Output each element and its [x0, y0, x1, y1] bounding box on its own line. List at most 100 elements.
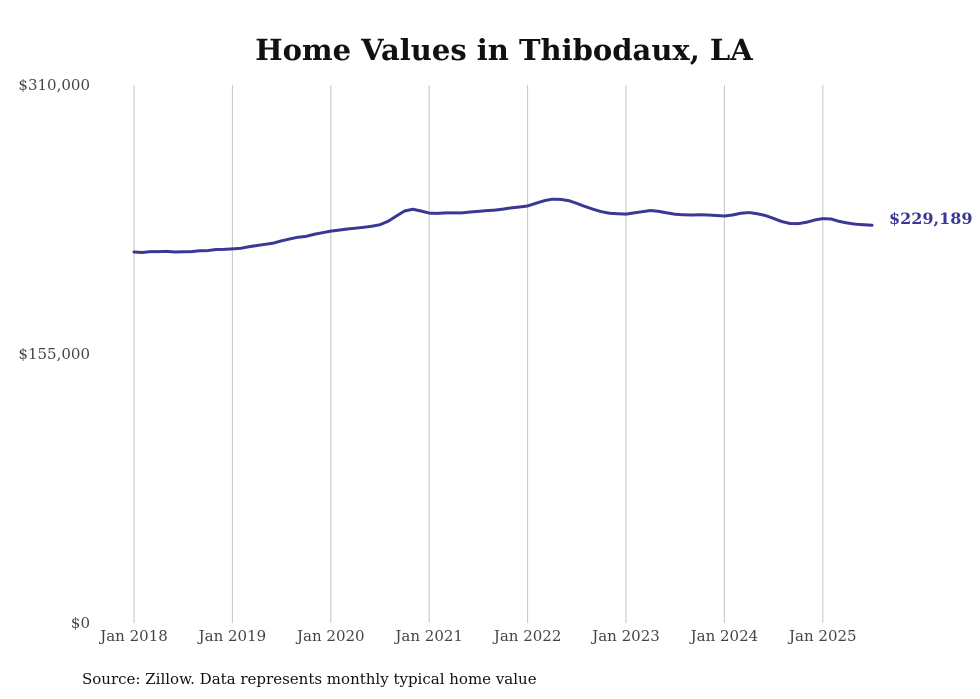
data-point [600, 210, 603, 213]
data-point [666, 211, 669, 214]
data-point [370, 225, 373, 228]
data-point [362, 226, 365, 229]
data-point [379, 223, 382, 226]
data-point [174, 250, 177, 253]
data-point [748, 211, 751, 214]
data-point [403, 210, 406, 213]
data-point [247, 245, 250, 248]
data-point [272, 242, 275, 245]
x-tick-label: Jan 2023 [590, 627, 660, 645]
x-tick-label: Jan 2018 [98, 627, 168, 645]
data-point [182, 250, 185, 253]
data-point [493, 209, 496, 212]
data-point [354, 227, 357, 230]
data-point [411, 208, 414, 211]
data-point [485, 209, 488, 212]
data-point [395, 215, 398, 218]
data-point [428, 212, 431, 215]
data-point [157, 250, 160, 253]
data-point [854, 223, 857, 226]
x-tick-label: Jan 2020 [295, 627, 365, 645]
data-point [821, 217, 824, 220]
data-point [329, 230, 332, 233]
data-point [502, 208, 505, 211]
data-point [592, 208, 595, 211]
data-point [871, 224, 874, 227]
data-point [813, 219, 816, 222]
data-point [338, 229, 341, 232]
data-point [698, 213, 701, 216]
data-point [707, 213, 710, 216]
data-point [165, 250, 168, 253]
data-point [133, 250, 136, 253]
data-point [674, 213, 677, 216]
data-point [346, 228, 349, 231]
y-tick-label: $310,000 [18, 76, 90, 94]
data-point [206, 249, 209, 252]
x-tick-label: Jan 2024 [689, 627, 759, 645]
data-point [641, 210, 644, 213]
series-line-home-value [132, 197, 874, 254]
data-point [739, 212, 742, 215]
data-point [436, 212, 439, 215]
data-points [133, 198, 874, 254]
data-point [510, 206, 513, 209]
y-tick-label: $0 [71, 614, 90, 632]
data-point [149, 250, 152, 253]
data-point [797, 222, 800, 225]
end-value-label: $229,189 [889, 209, 973, 228]
data-point [780, 220, 783, 223]
data-point [215, 248, 218, 251]
data-point [526, 204, 529, 207]
data-point [657, 210, 660, 213]
data-point [305, 235, 308, 238]
data-point [723, 215, 726, 218]
data-point [387, 220, 390, 223]
chart-title: Home Values in Thibodaux, LA [255, 33, 753, 67]
x-tick-label: Jan 2019 [197, 627, 267, 645]
data-point [584, 205, 587, 208]
data-point [141, 251, 144, 254]
data-point [223, 248, 226, 251]
data-point [731, 213, 734, 216]
data-point [469, 211, 472, 214]
data-point [297, 236, 300, 239]
data-point [772, 217, 775, 220]
data-point [575, 202, 578, 205]
data-point [789, 222, 792, 225]
data-point [559, 198, 562, 201]
data-point [764, 214, 767, 217]
data-point [239, 247, 242, 250]
data-point [633, 211, 636, 214]
data-point [608, 212, 611, 215]
x-tick-label: Jan 2022 [492, 627, 562, 645]
data-point [280, 239, 283, 242]
data-point [444, 211, 447, 214]
x-axis-ticks: Jan 2018 Jan 2019 Jan 2020 Jan 2021 Jan 2022… [98, 627, 856, 645]
x-gridlines [133, 85, 824, 623]
data-point [625, 213, 628, 216]
data-point [518, 206, 521, 209]
data-point [313, 233, 316, 236]
data-point [846, 221, 849, 224]
data-point [756, 212, 759, 215]
data-point [288, 237, 291, 240]
data-point [198, 249, 201, 252]
data-point [264, 243, 267, 246]
data-point [543, 199, 546, 202]
data-point [682, 213, 685, 216]
data-point [551, 198, 554, 201]
data-point [461, 211, 464, 214]
data-point [420, 210, 423, 213]
data-point [838, 220, 841, 223]
data-point [321, 231, 324, 234]
data-point [256, 244, 259, 247]
data-point [862, 223, 865, 226]
data-point [231, 247, 234, 250]
source-note: Source: Zillow. Data represents monthly … [82, 670, 537, 688]
data-point [616, 212, 619, 215]
data-point [534, 202, 537, 205]
data-point [649, 209, 652, 212]
data-point [690, 213, 693, 216]
data-point [805, 221, 808, 224]
